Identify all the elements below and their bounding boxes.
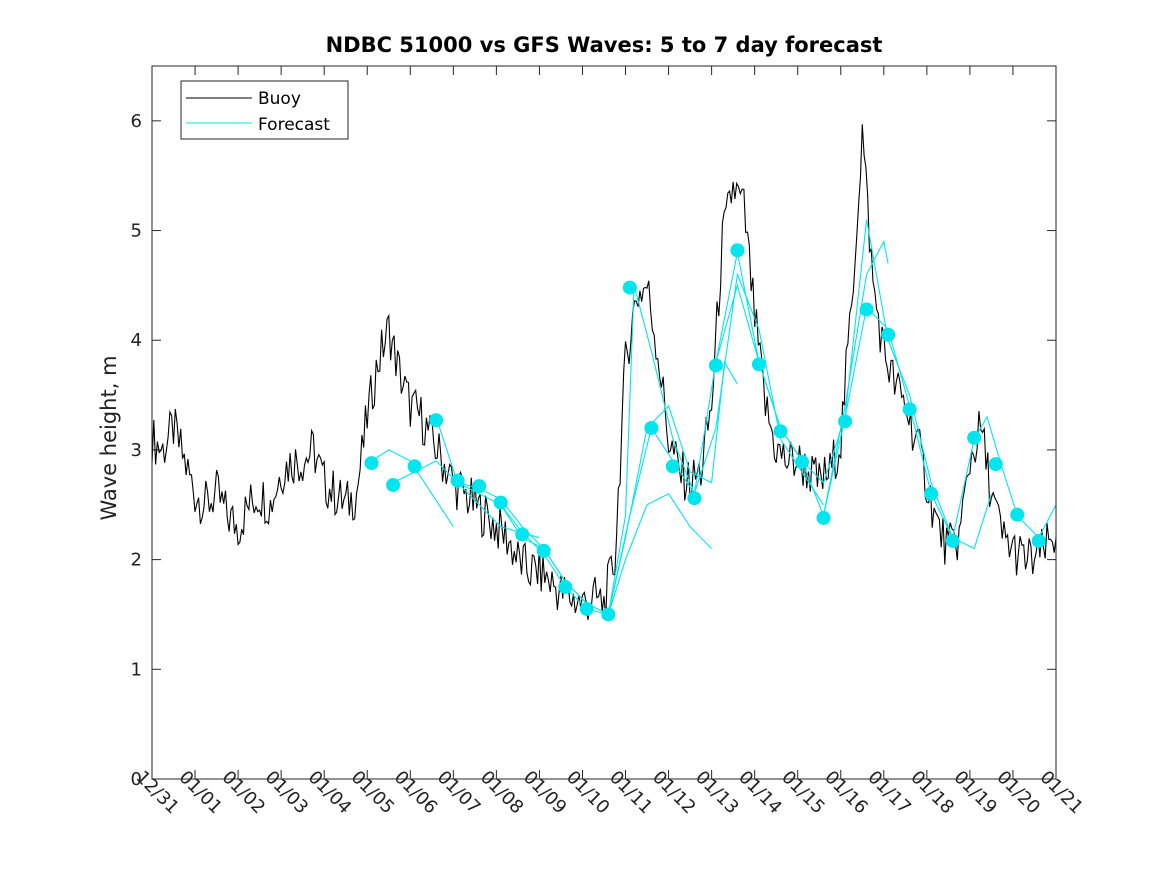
- legend-forecast-label: Forecast: [258, 115, 330, 135]
- forecast-point: [579, 601, 594, 616]
- forecast-point: [859, 302, 874, 317]
- forecast-point: [881, 327, 896, 342]
- forecast-point: [472, 479, 487, 494]
- forecast-point: [450, 473, 465, 488]
- forecast-point: [493, 495, 508, 510]
- axes-box: [151, 65, 1057, 780]
- forecast-point: [1010, 507, 1025, 522]
- legend-box: [180, 80, 349, 140]
- forecast-series-line: [715, 219, 1057, 540]
- forecast-point: [795, 454, 810, 469]
- y-tick-label: 3: [131, 440, 142, 461]
- forecast-point: [816, 510, 831, 525]
- forecast-point: [601, 607, 616, 622]
- forecast-point: [838, 414, 853, 429]
- forecast-point: [708, 358, 723, 373]
- forecast-point: [924, 486, 939, 501]
- forecast-series-line: [822, 239, 889, 516]
- forecast-point: [622, 280, 637, 295]
- forecast-point: [407, 459, 422, 474]
- chart-title: NDBC 51000 vs GFS Waves: 5 to 7 day fore…: [326, 33, 883, 57]
- forecast-point: [386, 478, 401, 493]
- forecast-point: [773, 424, 788, 439]
- forecast-point: [364, 456, 379, 471]
- forecast-point: [945, 533, 960, 548]
- forecast-point: [988, 457, 1003, 472]
- forecast-point: [515, 527, 530, 542]
- y-tick-label: 0: [131, 769, 142, 790]
- y-tick-label: 6: [131, 111, 142, 132]
- forecast-point: [558, 580, 573, 595]
- forecast-point: [730, 243, 745, 258]
- forecast-point: [429, 413, 444, 428]
- y-tick-label: 1: [131, 659, 142, 680]
- y-tick-label: 4: [131, 330, 142, 351]
- forecast-point: [751, 357, 766, 372]
- legend: Buoy Forecast: [180, 80, 349, 140]
- forecast-point: [1031, 533, 1046, 548]
- forecast-point: [665, 459, 680, 474]
- forecast-point: [902, 402, 917, 417]
- forecast-point: [536, 543, 551, 558]
- y-tick-label: 5: [131, 221, 142, 242]
- forecast-series-line: [500, 272, 824, 616]
- forecast-point: [644, 420, 659, 435]
- forecast-point: [967, 430, 982, 445]
- forecast-point: [687, 491, 702, 506]
- legend-buoy-label: Buoy: [258, 89, 301, 109]
- y-axis-label: Wave height, m: [97, 355, 121, 520]
- y-tick-label: 2: [131, 550, 142, 571]
